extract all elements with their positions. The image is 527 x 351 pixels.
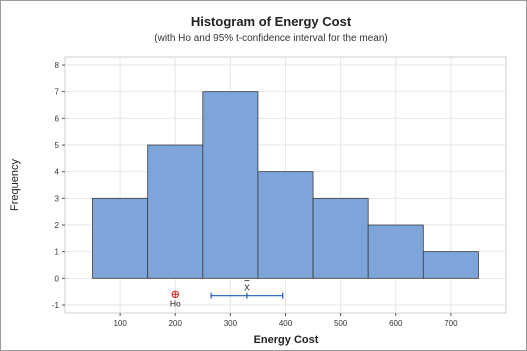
y-tick-label: 6 — [55, 114, 60, 123]
y-axis-ticks: -1 0 1 2 3 4 5 6 7 8 — [52, 61, 65, 310]
histogram-bar — [257, 171, 314, 279]
histogram-bars — [92, 91, 479, 279]
x-axis-ticks: 100 200 300 400 500 600 700 — [113, 313, 458, 328]
x-axis-label: Energy Cost — [254, 334, 319, 346]
y-tick-label: 5 — [55, 141, 60, 150]
histogram-bar — [202, 91, 259, 279]
chart-subtitle: (with Ho and 95% t-confidence interval f… — [154, 33, 387, 44]
y-tick-label: 2 — [55, 221, 60, 230]
x-tick-label: 600 — [389, 319, 403, 328]
y-tick-label: 8 — [55, 61, 60, 70]
histogram-bar — [92, 197, 149, 279]
ho-label: Ho — [170, 298, 181, 308]
y-axis-label: Frequency — [9, 159, 21, 211]
histogram-bar — [422, 251, 479, 279]
y-tick-label: 3 — [55, 194, 60, 203]
histogram-bar — [367, 224, 424, 279]
ho-and-interval-markers: Ho X — [170, 280, 284, 308]
x-tick-label: 400 — [279, 319, 293, 328]
x-tick-label: 700 — [444, 319, 458, 328]
histogram-bar — [147, 144, 204, 279]
histogram-bar — [312, 197, 369, 279]
x-tick-label: 300 — [224, 319, 238, 328]
x-tick-label: 100 — [113, 319, 127, 328]
y-tick-label: 1 — [55, 248, 60, 257]
y-tick-label: 4 — [55, 168, 60, 177]
mean-label: X — [244, 283, 250, 293]
y-tick-label: 0 — [55, 274, 60, 283]
chart-title: Histogram of Energy Cost — [191, 14, 352, 29]
x-tick-label: 500 — [334, 319, 348, 328]
y-tick-label: 7 — [55, 88, 60, 97]
y-tick-label: -1 — [52, 301, 60, 310]
x-tick-label: 200 — [169, 319, 183, 328]
